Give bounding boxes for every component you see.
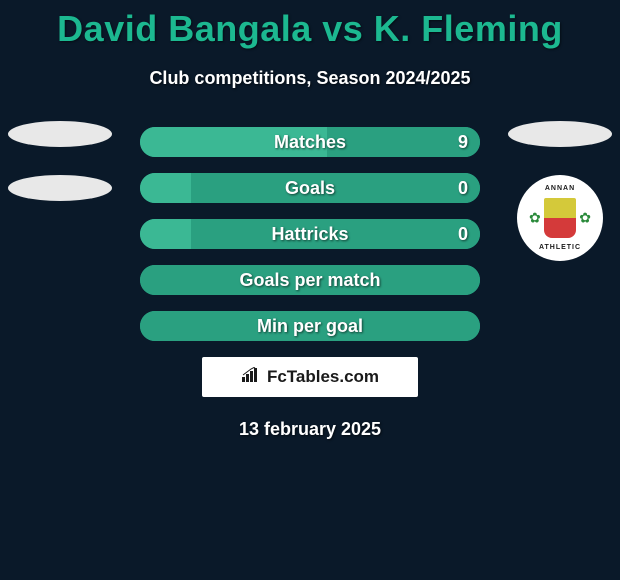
bar-label: Goals per match [140, 265, 480, 295]
chart-icon [241, 367, 261, 388]
date-text: 13 february 2025 [0, 419, 620, 440]
watermark: FcTables.com [202, 357, 418, 397]
bar-label: Goals [140, 173, 480, 203]
thistle-icon: ✿ [579, 210, 591, 227]
stat-bar: Min per goal [140, 311, 480, 341]
bar-label: Min per goal [140, 311, 480, 341]
bar-label: Matches [140, 127, 480, 157]
stat-bar: Matches9 [140, 127, 480, 157]
bar-value: 0 [458, 219, 468, 249]
shield-top-half [544, 198, 576, 218]
bar-label: Hattricks [140, 219, 480, 249]
club-badge-placeholder [8, 175, 112, 201]
bar-value: 0 [458, 173, 468, 203]
player-badge-placeholder [8, 121, 112, 147]
stat-bars-container: Matches9Goals0Hattricks0Goals per matchM… [140, 127, 480, 341]
crest-bottom-text: ATHLETIC [539, 244, 581, 251]
crest-shield [544, 198, 576, 238]
page-title: David Bangala vs K. Fleming [0, 0, 620, 50]
stat-bar: Hattricks0 [140, 219, 480, 249]
bar-value: 9 [458, 127, 468, 157]
stat-bar: Goals per match [140, 265, 480, 295]
crest-top-text: ANNAN [545, 185, 575, 192]
shield-bottom-half [544, 218, 576, 238]
club-crest: ANNAN ✿ ✿ ATHLETIC [517, 175, 603, 261]
content-area: ANNAN ✿ ✿ ATHLETIC Matches9Goals0Hattric… [0, 127, 620, 440]
thistle-icon: ✿ [529, 210, 541, 227]
left-badge-column [5, 121, 115, 229]
page-subtitle: Club competitions, Season 2024/2025 [0, 68, 620, 89]
right-badge-column: ANNAN ✿ ✿ ATHLETIC [505, 121, 615, 261]
watermark-text: FcTables.com [267, 367, 379, 387]
player-badge-placeholder [508, 121, 612, 147]
stat-bar: Goals0 [140, 173, 480, 203]
